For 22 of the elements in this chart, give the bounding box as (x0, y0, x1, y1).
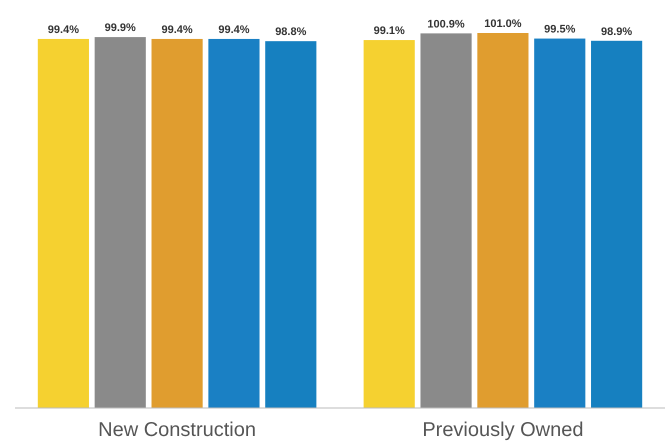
data-label: 99.5% (544, 24, 576, 36)
bar (477, 33, 528, 408)
x-tick-label: Previously Owned (422, 419, 584, 441)
bar (534, 38, 586, 408)
data-label: 99.4% (218, 24, 250, 36)
bar (364, 40, 415, 408)
data-label: 99.4% (48, 24, 80, 36)
bar (208, 38, 260, 408)
bar (265, 41, 316, 408)
data-label: 99.4% (161, 24, 193, 36)
bar (38, 38, 89, 408)
data-label: 99.1% (374, 25, 406, 38)
bar (591, 40, 642, 408)
data-label: 99.9% (104, 22, 136, 34)
x-tick-label: New Construction (98, 419, 256, 441)
data-label: 98.8% (275, 26, 307, 38)
bar (152, 38, 203, 408)
bar (420, 33, 472, 408)
data-label: 98.9% (601, 26, 632, 38)
bar (94, 37, 146, 408)
data-label: 100.9% (427, 18, 465, 30)
data-label: 101.0% (484, 18, 522, 30)
